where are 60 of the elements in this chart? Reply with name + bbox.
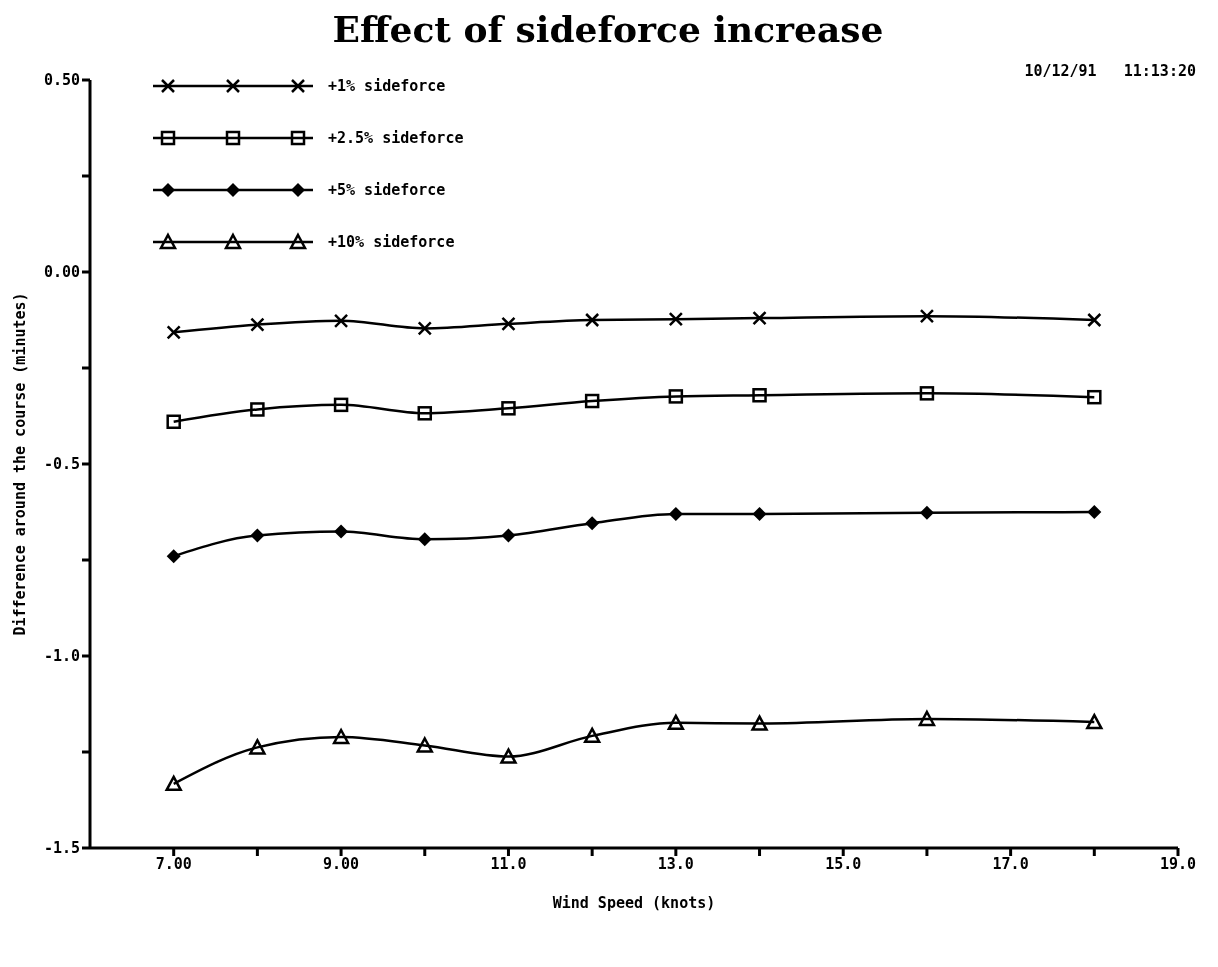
x-tick-label: 9.00 — [323, 854, 360, 873]
point — [501, 401, 516, 416]
point — [249, 739, 266, 755]
legend-label: +5% sideforce — [328, 181, 446, 199]
point — [583, 727, 601, 744]
legend-label: +10% sideforce — [328, 233, 455, 251]
annotation: 10/12/91 11:13:20 — [1024, 62, 1196, 80]
x-tick-label: 13.0 — [657, 854, 694, 873]
point — [166, 325, 181, 340]
y-tick-label: -0.5 — [43, 455, 80, 474]
point — [332, 728, 350, 745]
point — [500, 748, 517, 764]
point — [417, 406, 433, 421]
point — [250, 402, 265, 417]
point — [1087, 312, 1102, 328]
point — [752, 310, 767, 326]
point — [668, 311, 684, 327]
y-axis-title: Difference around the course (minutes) — [11, 292, 30, 636]
point — [501, 528, 516, 543]
x-tick-label: 17.0 — [992, 854, 1029, 873]
point — [417, 532, 432, 547]
point — [918, 710, 936, 727]
x-tick-label: 19.0 — [1159, 854, 1197, 873]
point — [334, 524, 349, 539]
point — [1087, 505, 1102, 519]
point — [584, 393, 600, 409]
point — [416, 737, 434, 753]
point — [165, 775, 182, 792]
y-tick-label: 0.00 — [43, 263, 80, 282]
point — [1086, 713, 1103, 730]
point — [919, 386, 935, 401]
point — [250, 317, 265, 332]
point — [501, 316, 516, 332]
point — [166, 549, 181, 564]
point — [668, 506, 683, 521]
legend-label: +2.5% sideforce — [328, 129, 464, 147]
x-tick-label: 15.0 — [825, 854, 862, 873]
point — [668, 389, 684, 404]
x-tick-label: 7.00 — [155, 854, 192, 873]
point — [333, 313, 349, 329]
point — [166, 414, 181, 430]
point — [752, 506, 767, 521]
point — [751, 715, 768, 731]
point — [667, 714, 685, 731]
point — [584, 312, 600, 328]
point — [919, 308, 935, 324]
legend-label: +1% sideforce — [328, 77, 446, 95]
point — [585, 516, 600, 531]
point — [752, 388, 767, 403]
y-tick-label: -1.5 — [43, 839, 80, 858]
point — [1087, 389, 1102, 405]
point — [417, 321, 433, 336]
point — [250, 528, 265, 543]
point — [919, 505, 934, 520]
x-tick-label: 11.0 — [490, 854, 527, 873]
y-tick-label: 0.50 — [43, 71, 80, 90]
point — [333, 397, 349, 413]
chart-title: Effect of sideforce increase — [331, 8, 885, 50]
y-tick-label: -1.0 — [43, 647, 80, 666]
x-axis-title: Wind Speed (knots) — [552, 894, 716, 912]
